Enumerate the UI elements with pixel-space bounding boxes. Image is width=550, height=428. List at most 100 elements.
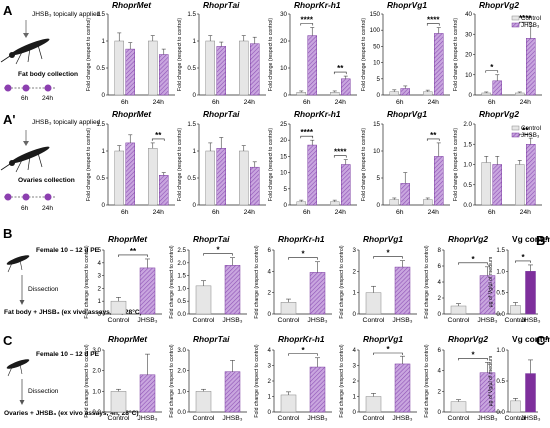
y-tick-label: 0 (469, 92, 473, 99)
x-tick-label: 6h (121, 209, 129, 216)
chart-title: RhoprVg2 (448, 334, 488, 344)
y-axis-label: Fold change (respect to control) (169, 245, 175, 319)
x-tick-label: Control (448, 317, 470, 324)
sig-stars: * (521, 253, 525, 262)
x-tick-label: 6h (303, 209, 311, 216)
bar-treated (341, 164, 351, 206)
y-axis-label: µg of Vg/µl of medium (488, 356, 494, 407)
y-tick-label: 25 (280, 121, 287, 128)
x-tick-label: Control (505, 317, 527, 324)
insect-icon-b (6, 255, 30, 273)
chart-a7: RhoprTai 0 0.5 1 1.5 Fold change (respect to … (177, 109, 266, 216)
y-tick-label: 4 (353, 347, 357, 354)
legend-label-control: Control (521, 125, 541, 132)
panel-label-b: B (3, 226, 12, 241)
insect-icon-c (6, 359, 30, 377)
y-tick-label: 1.0 (496, 268, 505, 275)
chart-b3: RhoprKr-h1 0 2 4 6 Fold change (respect to co… (254, 234, 332, 324)
y-tick-label: 0.5 (496, 290, 505, 297)
x-tick-label: Control (278, 317, 300, 324)
y-tick-label: 4 (268, 347, 272, 354)
chart-a9: RhoprVg1 0 5 10 15 Fold change (respect to co… (361, 109, 450, 216)
bar-control (114, 150, 124, 206)
bar-treated (159, 54, 169, 96)
chart-a1: RhoprMet 0 0.5 1 1.5 Fold change (respect to … (86, 0, 175, 106)
row-a-step-2: Fat body collection (18, 71, 78, 78)
bar-treated (394, 363, 411, 413)
sig-stars: * (216, 246, 220, 255)
y-tick-label: 50 (373, 43, 380, 50)
y-axis-label: Fold change (respect to control) (86, 128, 92, 202)
timepoint-label: 6h (21, 95, 29, 102)
timeline-dot (22, 193, 30, 201)
bar-control (205, 40, 215, 96)
sig-bracket (288, 353, 318, 356)
timeline-dot (4, 193, 12, 201)
chart-title: RhoprTai (203, 0, 240, 10)
timeline-a (4, 84, 56, 92)
chart-a2: RhoprTai 0 0.5 1 1.5 Fold change (respect to … (177, 0, 266, 106)
legend-label-control: Control (521, 15, 541, 22)
x-tick-label: JHSB₃ (520, 317, 540, 324)
bar-treated (492, 164, 502, 206)
sig-stars: * (471, 350, 475, 359)
bar-control (481, 162, 491, 206)
chart-title: RhoprMet (112, 109, 152, 119)
timeline-dot (4, 84, 12, 92)
x-tick-label: Control (278, 415, 300, 422)
y-axis-label: Fold change (respect to control) (86, 18, 92, 92)
sig-bracket (203, 253, 233, 256)
y-tick-label: 2.0 (177, 260, 186, 267)
row-a2-step-2: Ovaries collection (18, 177, 75, 184)
bar-treated (139, 374, 156, 413)
bar-treated (400, 88, 410, 96)
y-tick-label: 0.0 (92, 409, 101, 416)
sig-bracket (373, 352, 403, 355)
y-axis-label: Fold change (respect to control) (268, 128, 274, 202)
x-tick-label: Control (193, 415, 215, 422)
y-tick-label: 0 (377, 202, 381, 209)
y-tick-label: 40 (465, 11, 472, 18)
x-tick-label: 24h (520, 99, 532, 106)
bar-control (110, 300, 127, 315)
bar-control (423, 199, 433, 206)
bar-control (481, 92, 491, 96)
chart-title: Vg content (512, 234, 550, 244)
x-tick-label: 6h (212, 209, 220, 216)
panel-label-c2: C' (536, 333, 548, 348)
row-c-step-1: Female 10 – 12 d PE (36, 351, 100, 358)
y-tick-label: 0 (268, 311, 272, 318)
bar-treated (307, 35, 317, 96)
y-tick-label: 1 (193, 38, 197, 45)
chart-title: RhoprVg1 (363, 334, 403, 344)
chart-title: RhoprVg1 (363, 234, 403, 244)
chart-title: RhoprVg1 (387, 0, 427, 10)
y-tick-label: 100 (370, 27, 381, 34)
y-axis-label: Fold change (respect to control) (361, 18, 367, 92)
y-tick-label: 0 (98, 311, 102, 318)
sig-bracket (118, 254, 148, 257)
chart-a10: RhoprVg2 0.0 0.5 1.0 1.5 2.0 Fold change (resp… (453, 109, 542, 216)
y-tick-label: 1.0 (463, 162, 472, 169)
x-tick-label: 24h (428, 99, 440, 106)
sig-bracket (333, 71, 347, 75)
bar-control (296, 201, 306, 206)
x-tick-label: 24h (153, 209, 165, 216)
bar-control (423, 91, 433, 96)
row-b-step-2: Dissection (28, 286, 59, 293)
y-tick-label: 10 (373, 60, 380, 67)
y-tick-label: 3 (353, 247, 357, 254)
chart-title: RhoprMet (108, 334, 148, 344)
legend-label-treated: JHSB₃ (521, 22, 540, 29)
y-tick-label: 1.5 (463, 141, 472, 148)
y-tick-label: 0 (377, 92, 381, 99)
bar-treated (394, 266, 411, 315)
y-tick-label: 30 (465, 31, 472, 38)
y-tick-label: 0.5 (177, 298, 186, 305)
y-tick-label: 4 (98, 260, 102, 267)
bar-treated (526, 144, 536, 206)
x-tick-label: JHSB₃ (477, 415, 497, 422)
sig-stars: * (301, 250, 305, 259)
bar-control (510, 400, 521, 413)
chart-title: RhoprVg2 (448, 234, 488, 244)
